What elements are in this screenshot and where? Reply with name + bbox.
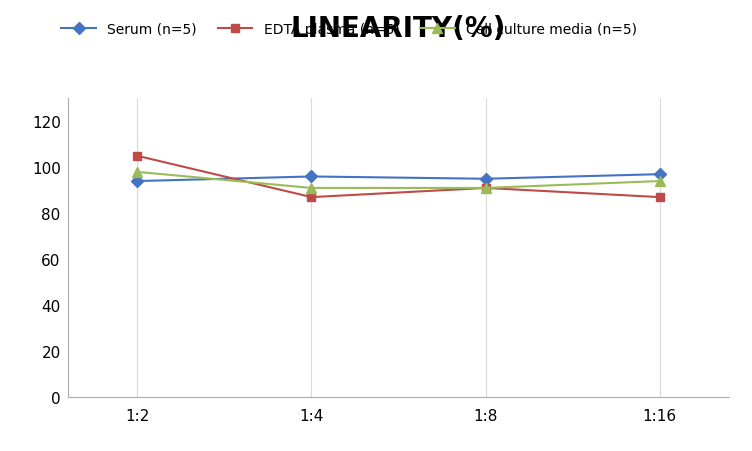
Line: EDTA plasma (n=5): EDTA plasma (n=5)	[133, 152, 664, 202]
Title: LINEARITY(%): LINEARITY(%)	[291, 15, 506, 43]
Line: Serum (n=5): Serum (n=5)	[133, 170, 664, 186]
Cell culture media (n=5)	[307, 186, 316, 191]
Legend: Serum (n=5), EDTA plasma (n=5), Cell culture media (n=5): Serum (n=5), EDTA plasma (n=5), Cell cul…	[62, 23, 637, 37]
EDTA plasma (n=5)	[307, 195, 316, 200]
Cell culture media (n=5)	[133, 170, 142, 175]
Cell culture media (n=5)	[481, 186, 490, 191]
Serum (n=5)	[655, 172, 664, 178]
Serum (n=5)	[481, 177, 490, 182]
EDTA plasma (n=5)	[481, 186, 490, 191]
Cell culture media (n=5)	[655, 179, 664, 184]
Line: Cell culture media (n=5): Cell culture media (n=5)	[132, 168, 665, 193]
Serum (n=5)	[307, 175, 316, 180]
Serum (n=5)	[133, 179, 142, 184]
EDTA plasma (n=5)	[655, 195, 664, 200]
EDTA plasma (n=5)	[133, 154, 142, 159]
